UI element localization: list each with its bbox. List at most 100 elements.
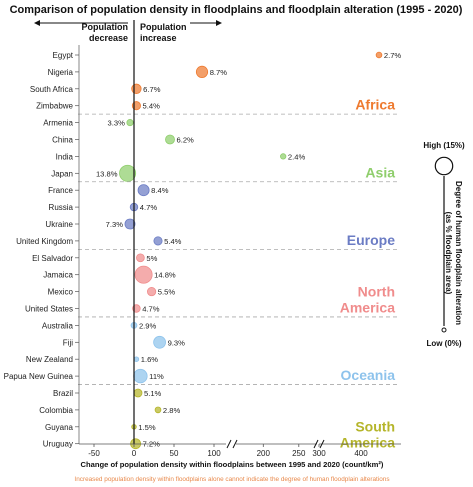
x-axis-label: Change of population density within floo… <box>81 460 384 469</box>
data-point <box>133 388 143 398</box>
country-label: Japan <box>51 169 73 178</box>
alteration-label: 5.4% <box>164 237 182 246</box>
country-label: Egypt <box>53 51 74 60</box>
alteration-label: 2.4% <box>288 152 306 161</box>
alteration-label: 7.3% <box>106 220 124 229</box>
data-point <box>119 164 137 182</box>
region-label: Oceania <box>341 367 396 383</box>
x-tick-label: 300 <box>312 449 326 458</box>
data-point <box>134 265 153 284</box>
region-label: America <box>340 435 395 451</box>
data-point <box>133 356 140 362</box>
region-label: Africa <box>355 97 395 113</box>
country-label: Jamaica <box>43 271 73 280</box>
alteration-label: 3.3% <box>108 119 126 128</box>
header-right-line2: increase <box>140 33 177 43</box>
x-tick-label: 250 <box>292 449 306 458</box>
country-label: China <box>52 136 73 145</box>
legend-low-circle <box>441 327 447 333</box>
alteration-label: 13.8% <box>96 169 118 178</box>
country-label: Uruguay <box>43 440 73 449</box>
alteration-label: 4.7% <box>140 203 158 212</box>
x-tick-label: 400 <box>354 449 368 458</box>
alteration-label: 14.8% <box>154 271 176 280</box>
country-label: South Africa <box>30 85 74 94</box>
region-label: North <box>358 284 395 300</box>
x-tick-label: 0 <box>132 449 137 458</box>
header-right-line1: Population <box>140 22 187 32</box>
alteration-label: 2.8% <box>163 406 181 415</box>
alteration-label: 5.4% <box>143 102 161 111</box>
country-label: Guyana <box>45 423 74 432</box>
legend-title: Degree of human floodplain alteration(as… <box>444 181 463 325</box>
data-point <box>195 65 209 78</box>
region-label: South <box>355 419 395 435</box>
size-legend: High (15%) Low (0%) Degree of human floodp… <box>423 141 465 348</box>
alteration-label: 6.2% <box>177 136 195 145</box>
x-tick-label: -50 <box>88 449 100 458</box>
country-label: New Zealand <box>26 355 73 364</box>
footnote: Increased population density within floo… <box>74 476 389 483</box>
country-label: France <box>48 186 73 195</box>
country-label: United States <box>25 305 73 314</box>
country-label: Australia <box>42 321 74 330</box>
country-label: India <box>56 152 74 161</box>
alteration-label: 1.6% <box>141 355 159 364</box>
x-tick-label: 50 <box>170 449 179 458</box>
data-point <box>147 287 157 297</box>
alteration-label: 8.4% <box>151 186 169 195</box>
country-label: Zimbabwe <box>36 102 73 111</box>
header-left-line1: Population <box>82 22 129 32</box>
alteration-label: 5.5% <box>158 288 176 297</box>
country-label: Brazil <box>53 389 73 398</box>
legend-title-line2: (as % floodplain area) <box>444 212 453 295</box>
country-label: Nigeria <box>48 68 74 77</box>
chart-title: Comparison of population density in floo… <box>10 4 463 16</box>
axis-break-mark <box>226 439 232 449</box>
region-label: Asia <box>365 164 395 180</box>
data-point <box>131 83 142 94</box>
data-point <box>154 406 162 414</box>
alteration-label: 2.7% <box>384 51 402 60</box>
axis-break-mark <box>319 439 325 449</box>
data-point <box>137 184 150 197</box>
x-tick-label: 200 <box>257 449 271 458</box>
arrow-left-head <box>34 20 40 26</box>
data-point <box>375 51 383 59</box>
legend-high-circle <box>434 156 454 176</box>
axis-break-mark <box>232 439 238 449</box>
data-point <box>165 134 175 145</box>
data-point <box>280 153 287 160</box>
axis-break-mark <box>313 439 319 449</box>
alteration-label: 11% <box>149 372 164 381</box>
country-label: Ukraine <box>45 220 73 229</box>
region-label: America <box>340 300 395 316</box>
region-label: Europe <box>347 232 395 248</box>
legend-title-line1: Degree of human floodplain alteration <box>454 181 463 325</box>
alteration-label: 5.1% <box>144 389 162 398</box>
country-label: United Kingdom <box>16 237 73 246</box>
country-label: Fiji <box>63 338 73 347</box>
alteration-label: 1.5% <box>138 423 156 432</box>
country-label: Mexico <box>48 288 74 297</box>
country-label: Russia <box>49 203 74 212</box>
alteration-label: 2.9% <box>139 321 157 330</box>
data-point <box>136 253 145 263</box>
alteration-label: 4.7% <box>142 305 160 314</box>
data-point <box>124 218 136 230</box>
data-point <box>153 236 163 246</box>
alteration-label: 5% <box>146 254 157 263</box>
alteration-label: 8.7% <box>210 68 228 77</box>
x-tick-label: 100 <box>207 449 221 458</box>
arrow-right-head <box>216 20 222 26</box>
alteration-label: 9.3% <box>168 338 186 347</box>
alteration-label: 6.7% <box>143 85 161 94</box>
header-left-line2: decrease <box>89 33 128 43</box>
country-label: Armenia <box>43 119 73 128</box>
plot-area: Egypt 2.7% Nigeria 8.7% South Africa 6.7% Zimb… <box>4 20 402 458</box>
data-point <box>126 119 134 127</box>
legend-high-label: High (15%) <box>423 141 465 150</box>
legend-low-label: Low (0%) <box>426 339 461 348</box>
